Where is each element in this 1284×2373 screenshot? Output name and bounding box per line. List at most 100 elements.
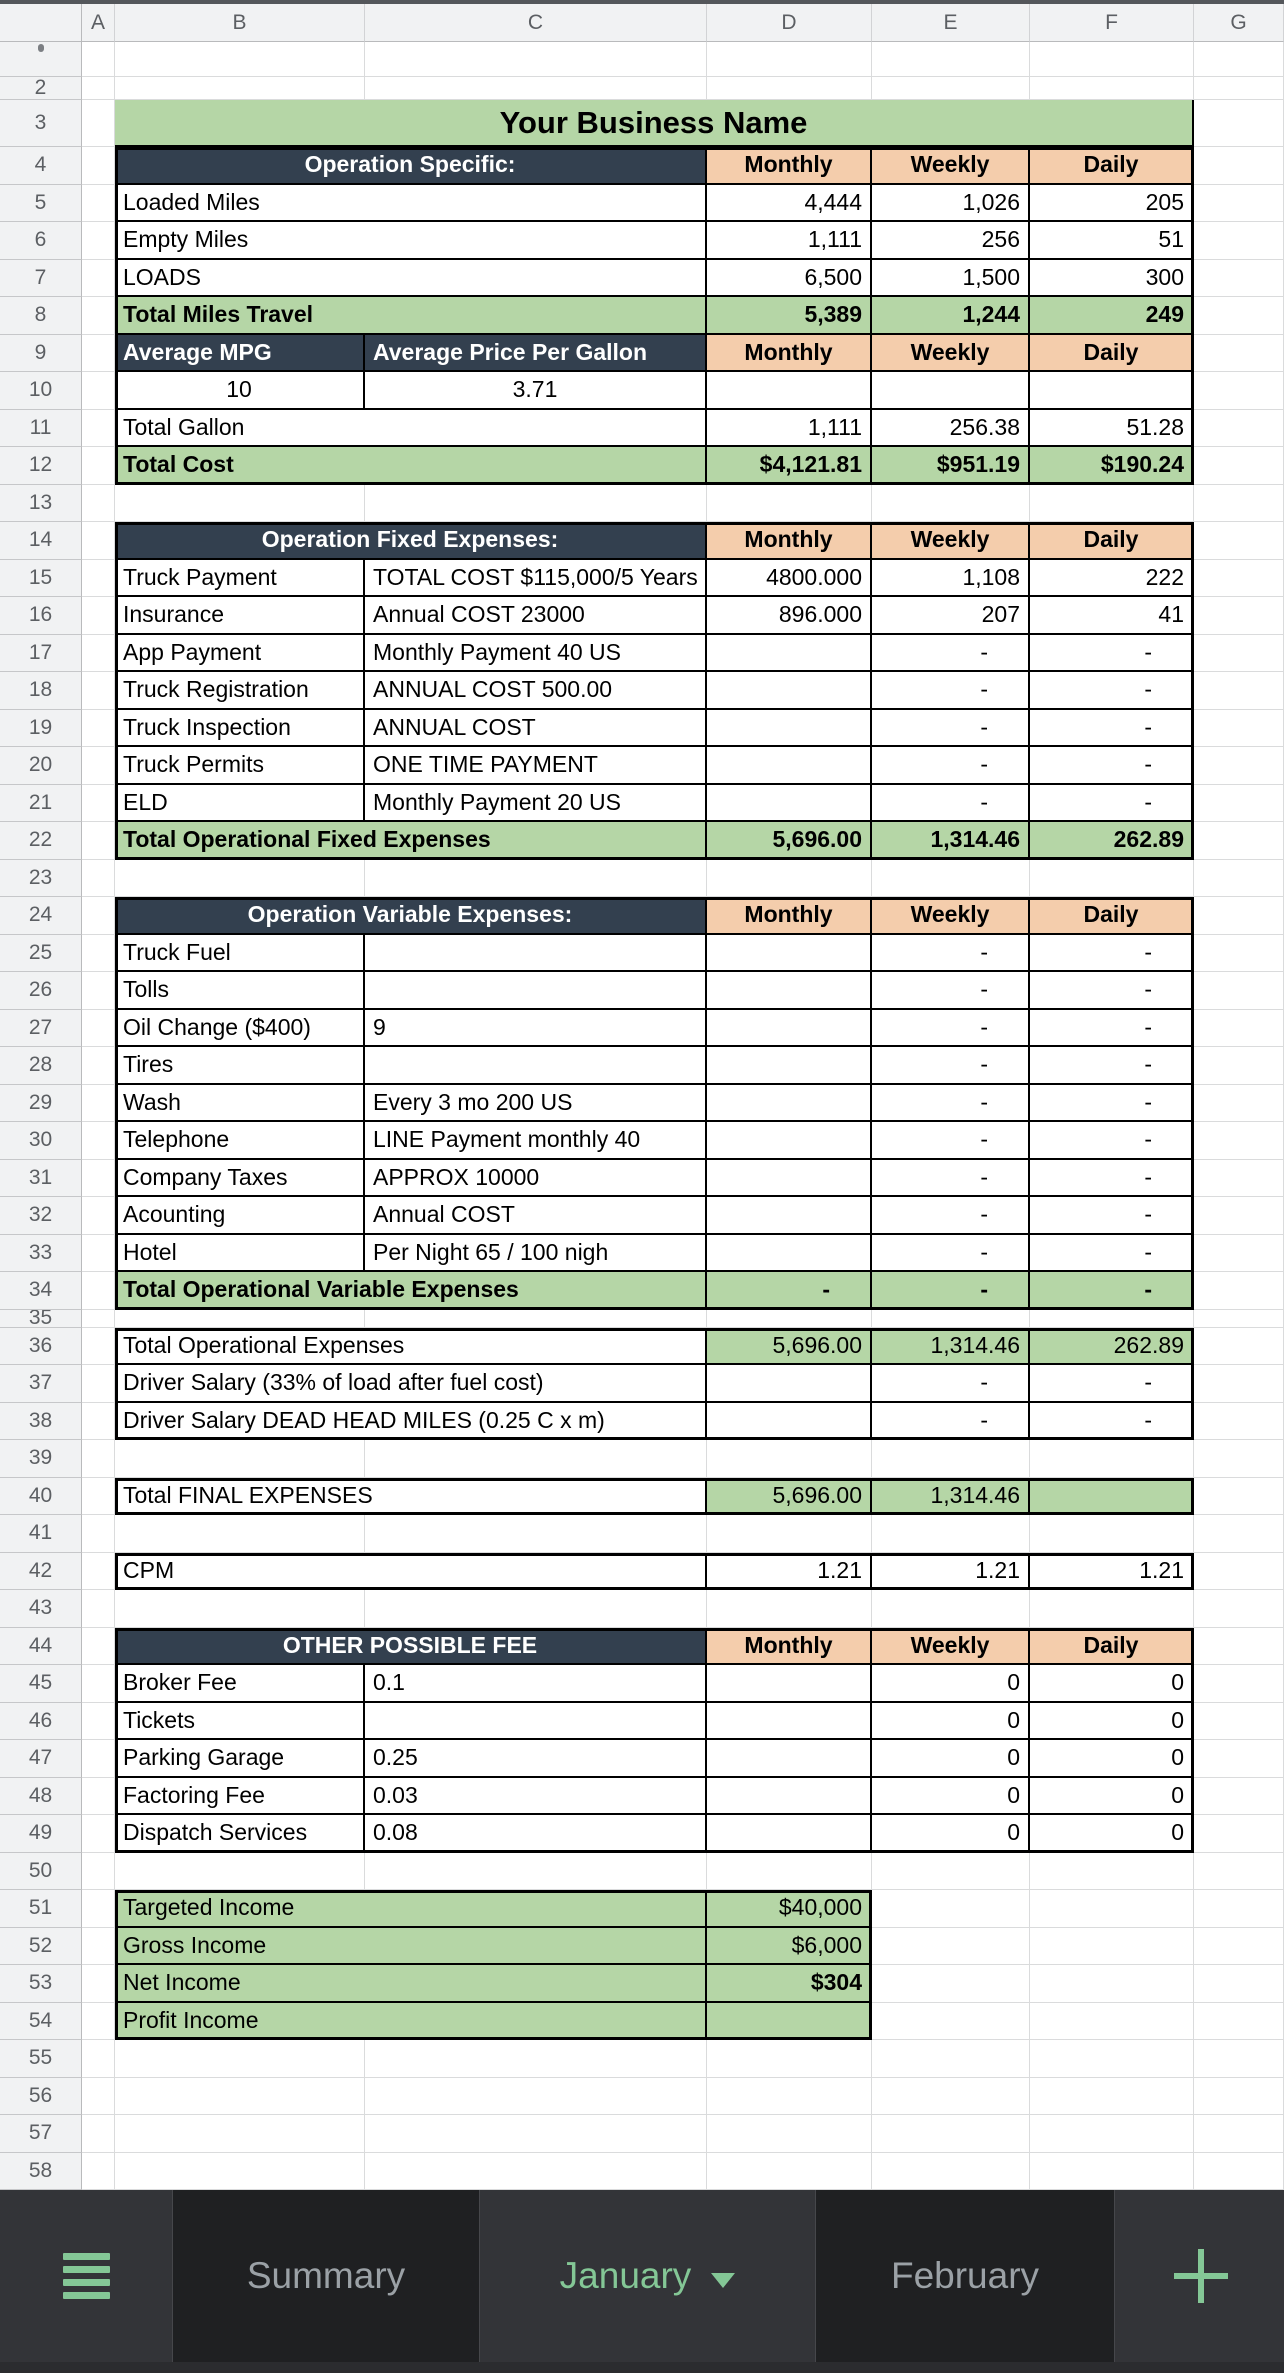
row-header-53[interactable]: 53 — [0, 1965, 82, 2003]
cell-A9[interactable] — [82, 334, 115, 372]
cell-D40[interactable]: 5,696.00 — [707, 1477, 872, 1515]
cell-D14[interactable]: Monthly — [707, 522, 872, 560]
cell-C35[interactable] — [365, 1309, 707, 1328]
cell-C43[interactable] — [365, 1590, 707, 1628]
cell-F42[interactable]: 1.21 — [1030, 1552, 1194, 1590]
cell-G6[interactable] — [1194, 222, 1284, 260]
tab-february[interactable]: February — [815, 2190, 1115, 2362]
cell-D45[interactable] — [707, 1665, 872, 1703]
cell-A32[interactable] — [82, 1197, 115, 1235]
cell-G13[interactable] — [1194, 484, 1284, 522]
row-header-11[interactable]: 11 — [0, 409, 82, 447]
column-header-B[interactable]: B — [115, 4, 365, 42]
cell-B47[interactable]: Parking Garage — [115, 1740, 365, 1778]
cell-B39[interactable] — [115, 1440, 365, 1478]
cell-A4[interactable] — [82, 147, 115, 185]
cell-E15[interactable]: 1,108 — [872, 559, 1030, 597]
cell-A37[interactable] — [82, 1365, 115, 1403]
cell-D22[interactable]: 5,696.00 — [707, 822, 872, 860]
cell-G37[interactable] — [1194, 1365, 1284, 1403]
cell-D8[interactable]: 5,389 — [707, 297, 872, 335]
row-header-3[interactable]: 3 — [0, 100, 82, 147]
cell-G8[interactable] — [1194, 297, 1284, 335]
row-header-4[interactable]: 4 — [0, 147, 82, 185]
cell-B53[interactable]: Net Income — [115, 1965, 707, 2003]
cell-D55[interactable] — [707, 2040, 872, 2078]
cell-C46[interactable] — [365, 1702, 707, 1740]
cell-F47[interactable]: 0 — [1030, 1740, 1194, 1778]
cell-F13[interactable] — [1030, 484, 1194, 522]
cell-G25[interactable] — [1194, 934, 1284, 972]
cell-A23[interactable] — [82, 859, 115, 897]
cell-A44[interactable] — [82, 1627, 115, 1665]
select-all-corner[interactable] — [0, 4, 82, 42]
cell-D5[interactable]: 4,444 — [707, 184, 872, 222]
column-header-E[interactable]: E — [872, 4, 1030, 42]
cell-G38[interactable] — [1194, 1402, 1284, 1440]
cell-E18[interactable]: - — [872, 672, 1030, 710]
cell-G1[interactable] — [1194, 42, 1284, 77]
cell-D36[interactable]: 5,696.00 — [707, 1327, 872, 1365]
row-header-19[interactable]: 19 — [0, 709, 82, 747]
cell-G52[interactable] — [1194, 1927, 1284, 1965]
cell-F55[interactable] — [1030, 2040, 1194, 2078]
cell-D33[interactable] — [707, 1234, 872, 1272]
cell-F10[interactable] — [1030, 372, 1194, 410]
cell-E52[interactable] — [872, 1927, 1030, 1965]
cell-F12[interactable]: $190.24 — [1030, 447, 1194, 485]
cell-D18[interactable] — [707, 672, 872, 710]
cell-G47[interactable] — [1194, 1740, 1284, 1778]
cell-G23[interactable] — [1194, 859, 1284, 897]
row-header-16[interactable]: 16 — [0, 597, 82, 635]
tab-january[interactable]: January — [480, 2190, 815, 2362]
cell-F17[interactable]: - — [1030, 634, 1194, 672]
cell-B42[interactable]: CPM — [115, 1552, 707, 1590]
cell-F57[interactable] — [1030, 2115, 1194, 2153]
cell-G20[interactable] — [1194, 747, 1284, 785]
cell-A55[interactable] — [82, 2040, 115, 2078]
cell-C32[interactable]: Annual COST — [365, 1197, 707, 1235]
cell-D32[interactable] — [707, 1197, 872, 1235]
cell-F56[interactable] — [1030, 2077, 1194, 2115]
cell-C18[interactable]: ANNUAL COST 500.00 — [365, 672, 707, 710]
cell-D43[interactable] — [707, 1590, 872, 1628]
row-header-49[interactable]: 49 — [0, 1815, 82, 1853]
cell-G26[interactable] — [1194, 972, 1284, 1010]
cell-C25[interactable] — [365, 934, 707, 972]
cell-E46[interactable]: 0 — [872, 1702, 1030, 1740]
cell-E5[interactable]: 1,026 — [872, 184, 1030, 222]
cell-C30[interactable]: LINE Payment monthly 40 — [365, 1122, 707, 1160]
cell-B29[interactable]: Wash — [115, 1084, 365, 1122]
cell-D20[interactable] — [707, 747, 872, 785]
cell-A22[interactable] — [82, 822, 115, 860]
cell-A29[interactable] — [82, 1084, 115, 1122]
column-header-C[interactable]: C — [365, 4, 707, 42]
row-header-36[interactable]: 36 — [0, 1327, 82, 1365]
cell-G5[interactable] — [1194, 184, 1284, 222]
cell-F53[interactable] — [1030, 1965, 1194, 2003]
cell-B11[interactable]: Total Gallon — [115, 409, 707, 447]
cell-A17[interactable] — [82, 634, 115, 672]
cell-D37[interactable] — [707, 1365, 872, 1403]
cell-G46[interactable] — [1194, 1702, 1284, 1740]
row-header-46[interactable]: 46 — [0, 1702, 82, 1740]
cell-D50[interactable] — [707, 1852, 872, 1890]
cell-C55[interactable] — [365, 2040, 707, 2078]
cell-E25[interactable]: - — [872, 934, 1030, 972]
row-header-20[interactable]: 20 — [0, 747, 82, 785]
cell-B4[interactable]: Operation Specific: — [115, 147, 707, 185]
cell-B44[interactable]: OTHER POSSIBLE FEE — [115, 1627, 707, 1665]
cell-A2[interactable] — [82, 77, 115, 100]
cell-B7[interactable]: LOADS — [115, 259, 707, 297]
cell-G7[interactable] — [1194, 259, 1284, 297]
cell-F23[interactable] — [1030, 859, 1194, 897]
cell-D7[interactable]: 6,500 — [707, 259, 872, 297]
cell-A5[interactable] — [82, 184, 115, 222]
cell-F28[interactable]: - — [1030, 1047, 1194, 1085]
cell-B20[interactable]: Truck Permits — [115, 747, 365, 785]
cell-B31[interactable]: Company Taxes — [115, 1159, 365, 1197]
row-header-52[interactable]: 52 — [0, 1927, 82, 1965]
cell-C41[interactable] — [365, 1515, 707, 1553]
cell-E8[interactable]: 1,244 — [872, 297, 1030, 335]
cell-F21[interactable]: - — [1030, 784, 1194, 822]
